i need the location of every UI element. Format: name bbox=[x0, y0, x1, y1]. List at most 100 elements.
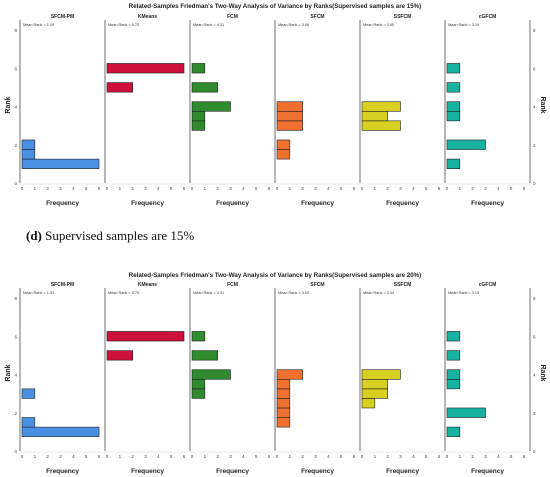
x-tick-label: 4 bbox=[327, 454, 330, 459]
x-tick-label: 1 bbox=[204, 186, 207, 191]
x-tick-label: 6 bbox=[353, 186, 356, 191]
x-tick-label: 0 bbox=[361, 454, 364, 459]
y-tick-label-right: 0 bbox=[533, 181, 536, 186]
mean-rank-label: Mean Rank = 3.50 bbox=[363, 23, 394, 27]
bar bbox=[446, 378, 461, 390]
x-tick-label: 2 bbox=[216, 186, 219, 191]
x-tick-label: 1 bbox=[119, 454, 122, 459]
caption-label: (d) bbox=[26, 228, 42, 243]
x-tick-label: 6 bbox=[523, 186, 526, 191]
bar bbox=[361, 101, 401, 112]
mean-rank-label: Mean Rank = 3.00 bbox=[278, 291, 309, 295]
mean-rank-label: Mean Rank = 3.19 bbox=[448, 291, 479, 295]
x-tick-label: 6 bbox=[183, 186, 186, 191]
x-tick-label: 1 bbox=[289, 186, 292, 191]
y-tick-label-right: 2 bbox=[533, 411, 536, 416]
bar bbox=[106, 82, 133, 93]
bar bbox=[446, 82, 461, 93]
x-tick-label: 5 bbox=[425, 186, 428, 191]
panel-title: KMeans bbox=[138, 282, 157, 288]
y-tick-label: 0 bbox=[14, 449, 17, 454]
panel-title: KMeans bbox=[138, 14, 157, 20]
x-tick-label: 4 bbox=[412, 186, 415, 191]
x-axis-label: Frequency bbox=[471, 200, 504, 207]
x-axis-label: Frequency bbox=[131, 200, 164, 207]
x-tick-label: 0 bbox=[191, 454, 194, 459]
x-tick-label: 1 bbox=[374, 454, 377, 459]
y-tick-label-right: 6 bbox=[533, 334, 536, 339]
bar bbox=[276, 110, 303, 122]
mean-rank-label: Mean Rank = 1.31 bbox=[23, 291, 54, 295]
x-tick-label: 2 bbox=[386, 454, 389, 459]
bar bbox=[191, 350, 218, 361]
x-tick-label: 0 bbox=[446, 186, 449, 191]
x-axis-label: Frequency bbox=[471, 468, 504, 475]
x-tick-label: 1 bbox=[459, 454, 462, 459]
x-tick-label: 3 bbox=[229, 454, 232, 459]
x-tick-label: 0 bbox=[21, 454, 24, 459]
x-tick-label: 4 bbox=[72, 186, 75, 191]
bar bbox=[276, 398, 291, 409]
x-tick-label: 5 bbox=[340, 454, 343, 459]
x-tick-label: 6 bbox=[98, 454, 101, 459]
x-tick-label: 1 bbox=[204, 454, 207, 459]
x-tick-label: 3 bbox=[59, 454, 62, 459]
x-tick-label: 2 bbox=[301, 454, 304, 459]
x-tick-label: 3 bbox=[484, 186, 487, 191]
x-tick-label: 0 bbox=[106, 186, 109, 191]
bar bbox=[446, 63, 461, 74]
x-tick-label: 6 bbox=[183, 454, 186, 459]
x-tick-label: 3 bbox=[484, 454, 487, 459]
bar bbox=[21, 139, 36, 150]
y-tick-label: 6 bbox=[14, 334, 17, 339]
y-axis-label-right: Rank bbox=[539, 96, 546, 113]
y-tick-label: 4 bbox=[14, 105, 17, 110]
bar bbox=[21, 158, 100, 169]
x-tick-label: 5 bbox=[340, 186, 343, 191]
x-tick-label: 6 bbox=[438, 186, 441, 191]
bar bbox=[191, 369, 231, 380]
panel-sfcm-pm: SFCM-PM Mean Rank = 1.19 0 1 2 3 4 5 6 Frequency bbox=[19, 14, 101, 207]
y-tick-label-right: 4 bbox=[533, 373, 536, 378]
bar bbox=[446, 407, 486, 418]
x-tick-label: 3 bbox=[144, 454, 147, 459]
bar bbox=[191, 388, 206, 399]
panel-title: SSFCM bbox=[394, 282, 412, 288]
x-tick-label: 2 bbox=[471, 454, 474, 459]
bar bbox=[191, 120, 206, 131]
x-tick-label: 5 bbox=[170, 454, 173, 459]
y-tick-label-right: 2 bbox=[533, 143, 536, 148]
x-tick-label: 3 bbox=[59, 186, 62, 191]
y-tick-label-right: 8 bbox=[533, 296, 536, 301]
x-tick-label: 1 bbox=[289, 454, 292, 459]
bar bbox=[446, 139, 486, 150]
bar bbox=[106, 331, 185, 342]
x-tick-label: 2 bbox=[131, 454, 134, 459]
bar bbox=[276, 388, 291, 399]
x-axis-label: Frequency bbox=[46, 200, 79, 207]
x-axis-label: Frequency bbox=[386, 200, 419, 207]
x-axis-label: Frequency bbox=[301, 200, 334, 207]
x-tick-label: 3 bbox=[399, 454, 402, 459]
x-tick-label: 2 bbox=[46, 186, 49, 191]
bar bbox=[361, 378, 388, 390]
x-tick-label: 3 bbox=[229, 186, 232, 191]
x-tick-label: 6 bbox=[523, 454, 526, 459]
x-tick-label: 6 bbox=[268, 454, 271, 459]
y-tick-label: 8 bbox=[14, 296, 17, 301]
x-tick-label: 2 bbox=[386, 186, 389, 191]
x-tick-label: 0 bbox=[446, 454, 449, 459]
bar bbox=[276, 101, 303, 112]
x-tick-label: 6 bbox=[353, 454, 356, 459]
x-tick-label: 5 bbox=[85, 454, 88, 459]
y-tick-label-right: 8 bbox=[533, 28, 536, 33]
bar bbox=[191, 63, 206, 74]
panel-title: FCM bbox=[227, 14, 238, 20]
chart-title: Related-Samples Friedman's Two-Way Analy… bbox=[129, 3, 422, 10]
y-tick-label-right: 6 bbox=[533, 66, 536, 71]
x-axis-label: Frequency bbox=[216, 468, 249, 475]
y-axis-label-right: Rank bbox=[539, 364, 546, 381]
x-tick-label: 2 bbox=[131, 186, 134, 191]
